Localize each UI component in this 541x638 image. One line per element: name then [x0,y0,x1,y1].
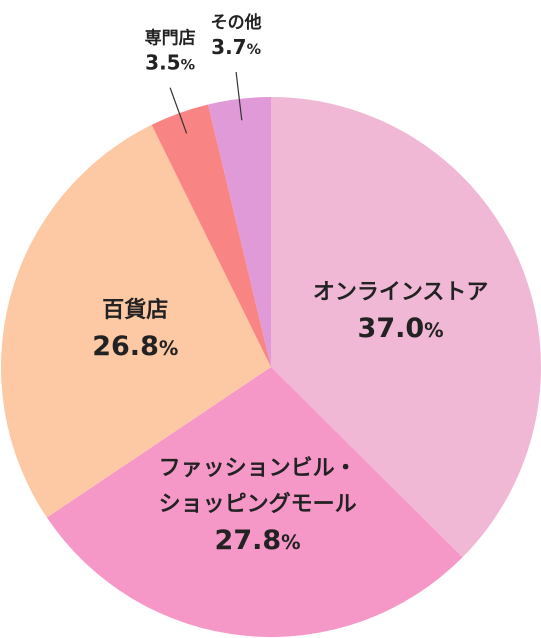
slice-3-name-label: 専門店 [145,28,196,49]
slice-4-value-label: 3.7% [211,35,261,59]
slice-2-value-label: 26.8% [92,331,178,362]
slice-3-value-label: 3.5% [145,51,195,75]
slice-labels: オンラインストア 37.0% ファッションビル・ショッピングモール 27.8% 百貨店 2… [92,12,488,556]
slice-3-wedge [151,104,271,367]
slice-4-name-label: その他 [211,12,262,33]
slice-1-wedge [46,367,463,637]
slice-4-leader-line [235,72,243,121]
slice-4-wedge [208,97,271,367]
slice-1-name-label: ショッピングモール [159,491,357,517]
slice-0-wedge [271,97,541,558]
leader-lines [169,72,243,134]
slice-0-value-label: 37.0% [358,313,444,344]
pie-slices [0,97,541,637]
slice-1-value-label: 27.8% [215,525,301,556]
slice-0-name-label: オンラインストア [313,280,489,305]
slice-2-name-label: 百貨店 [102,297,168,323]
slice-1-name-label: ファッションビル・ [159,456,357,481]
slice-3-leader-line [169,87,188,134]
slice-2-wedge [0,124,272,518]
